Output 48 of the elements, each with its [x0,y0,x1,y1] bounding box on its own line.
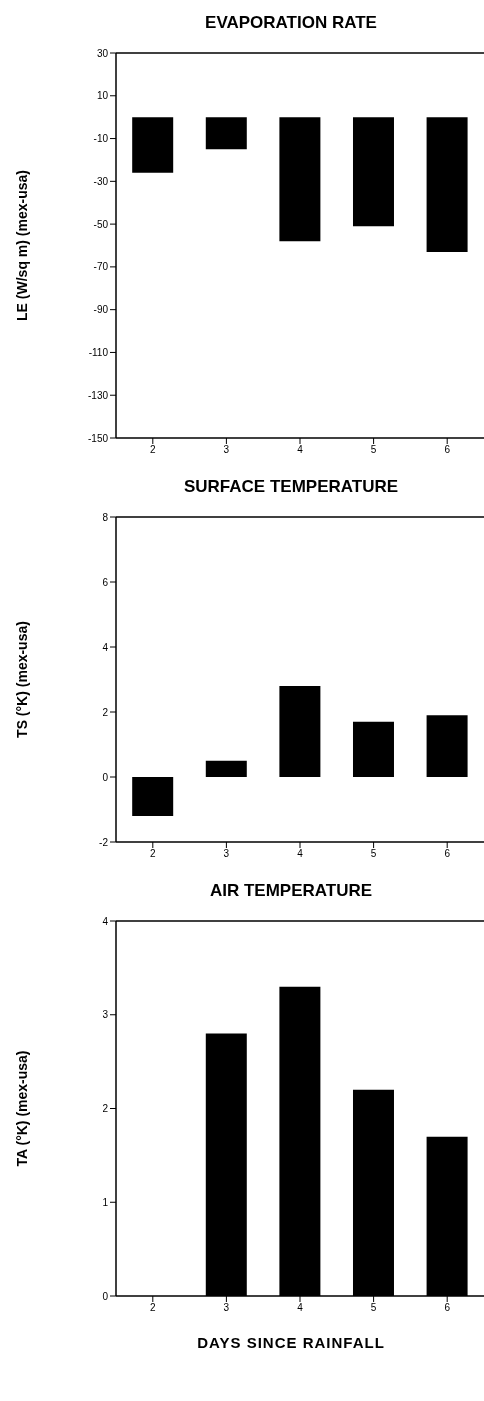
x-tick-label: 2 [150,848,157,860]
y-tick-label: -70 [93,261,109,273]
bar [205,760,247,777]
chart-title: AIR TEMPERATURE [208,880,374,902]
x-tick-label: 4 [297,444,304,456]
y-tick-label: 6 [102,576,109,588]
chart-title: EVAPORATION RATE [204,12,378,34]
x-tick-label: 3 [223,1302,230,1314]
y-tick-label: -130 [87,389,109,401]
x-tick-label: 3 [223,848,230,860]
y-tick-label: -2 [99,836,109,848]
chart-title: SURFACE TEMPERATURE [182,476,400,498]
x-tick-label: 4 [297,1302,304,1314]
x-tick-label: 2 [150,1302,157,1314]
y-tick-label: 4 [102,915,109,927]
y-tick-label: 0 [102,1290,109,1302]
bar [132,777,174,816]
x-tick-label: 6 [444,848,451,860]
y-tick-label: 30 [96,47,109,59]
y-axis-title: LE (W/sq m) (mex-usa) [13,170,30,321]
x-tick-label: 5 [370,444,377,456]
y-tick-label: -90 [93,304,109,316]
y-tick-label: 3 [102,1009,109,1021]
x-tick-label: 5 [370,848,377,860]
y-tick-label: -110 [88,346,109,358]
y-tick-label: -10 [93,133,109,145]
x-tick-label: 6 [444,444,451,456]
y-tick-label: 4 [102,641,109,653]
x-tick-label: 6 [444,1302,451,1314]
y-tick-label: -150 [87,432,109,444]
y-tick-label: 2 [102,1103,109,1115]
bar [426,715,468,777]
y-tick-label: 10 [96,90,109,102]
y-tick-label: 8 [102,511,109,523]
y-tick-label: -30 [93,175,109,187]
y-axis-title: TA (°K) (mex-usa) [13,1050,30,1167]
y-axis-title: TS (°K) (mex-usa) [13,621,30,738]
y-tick-label: 2 [102,706,109,718]
x-tick-label: 2 [150,444,157,456]
x-tick-label: 5 [370,1302,377,1314]
y-tick-label: -50 [93,218,109,230]
bar [279,686,321,777]
bar [352,721,394,777]
y-tick-label: 1 [102,1196,109,1208]
x-tick-label: 4 [297,848,304,860]
x-tick-label: 3 [223,444,230,456]
y-tick-label: 0 [102,771,109,783]
x-axis-title: DAYS SINCE RAINFALL [196,1334,386,1351]
